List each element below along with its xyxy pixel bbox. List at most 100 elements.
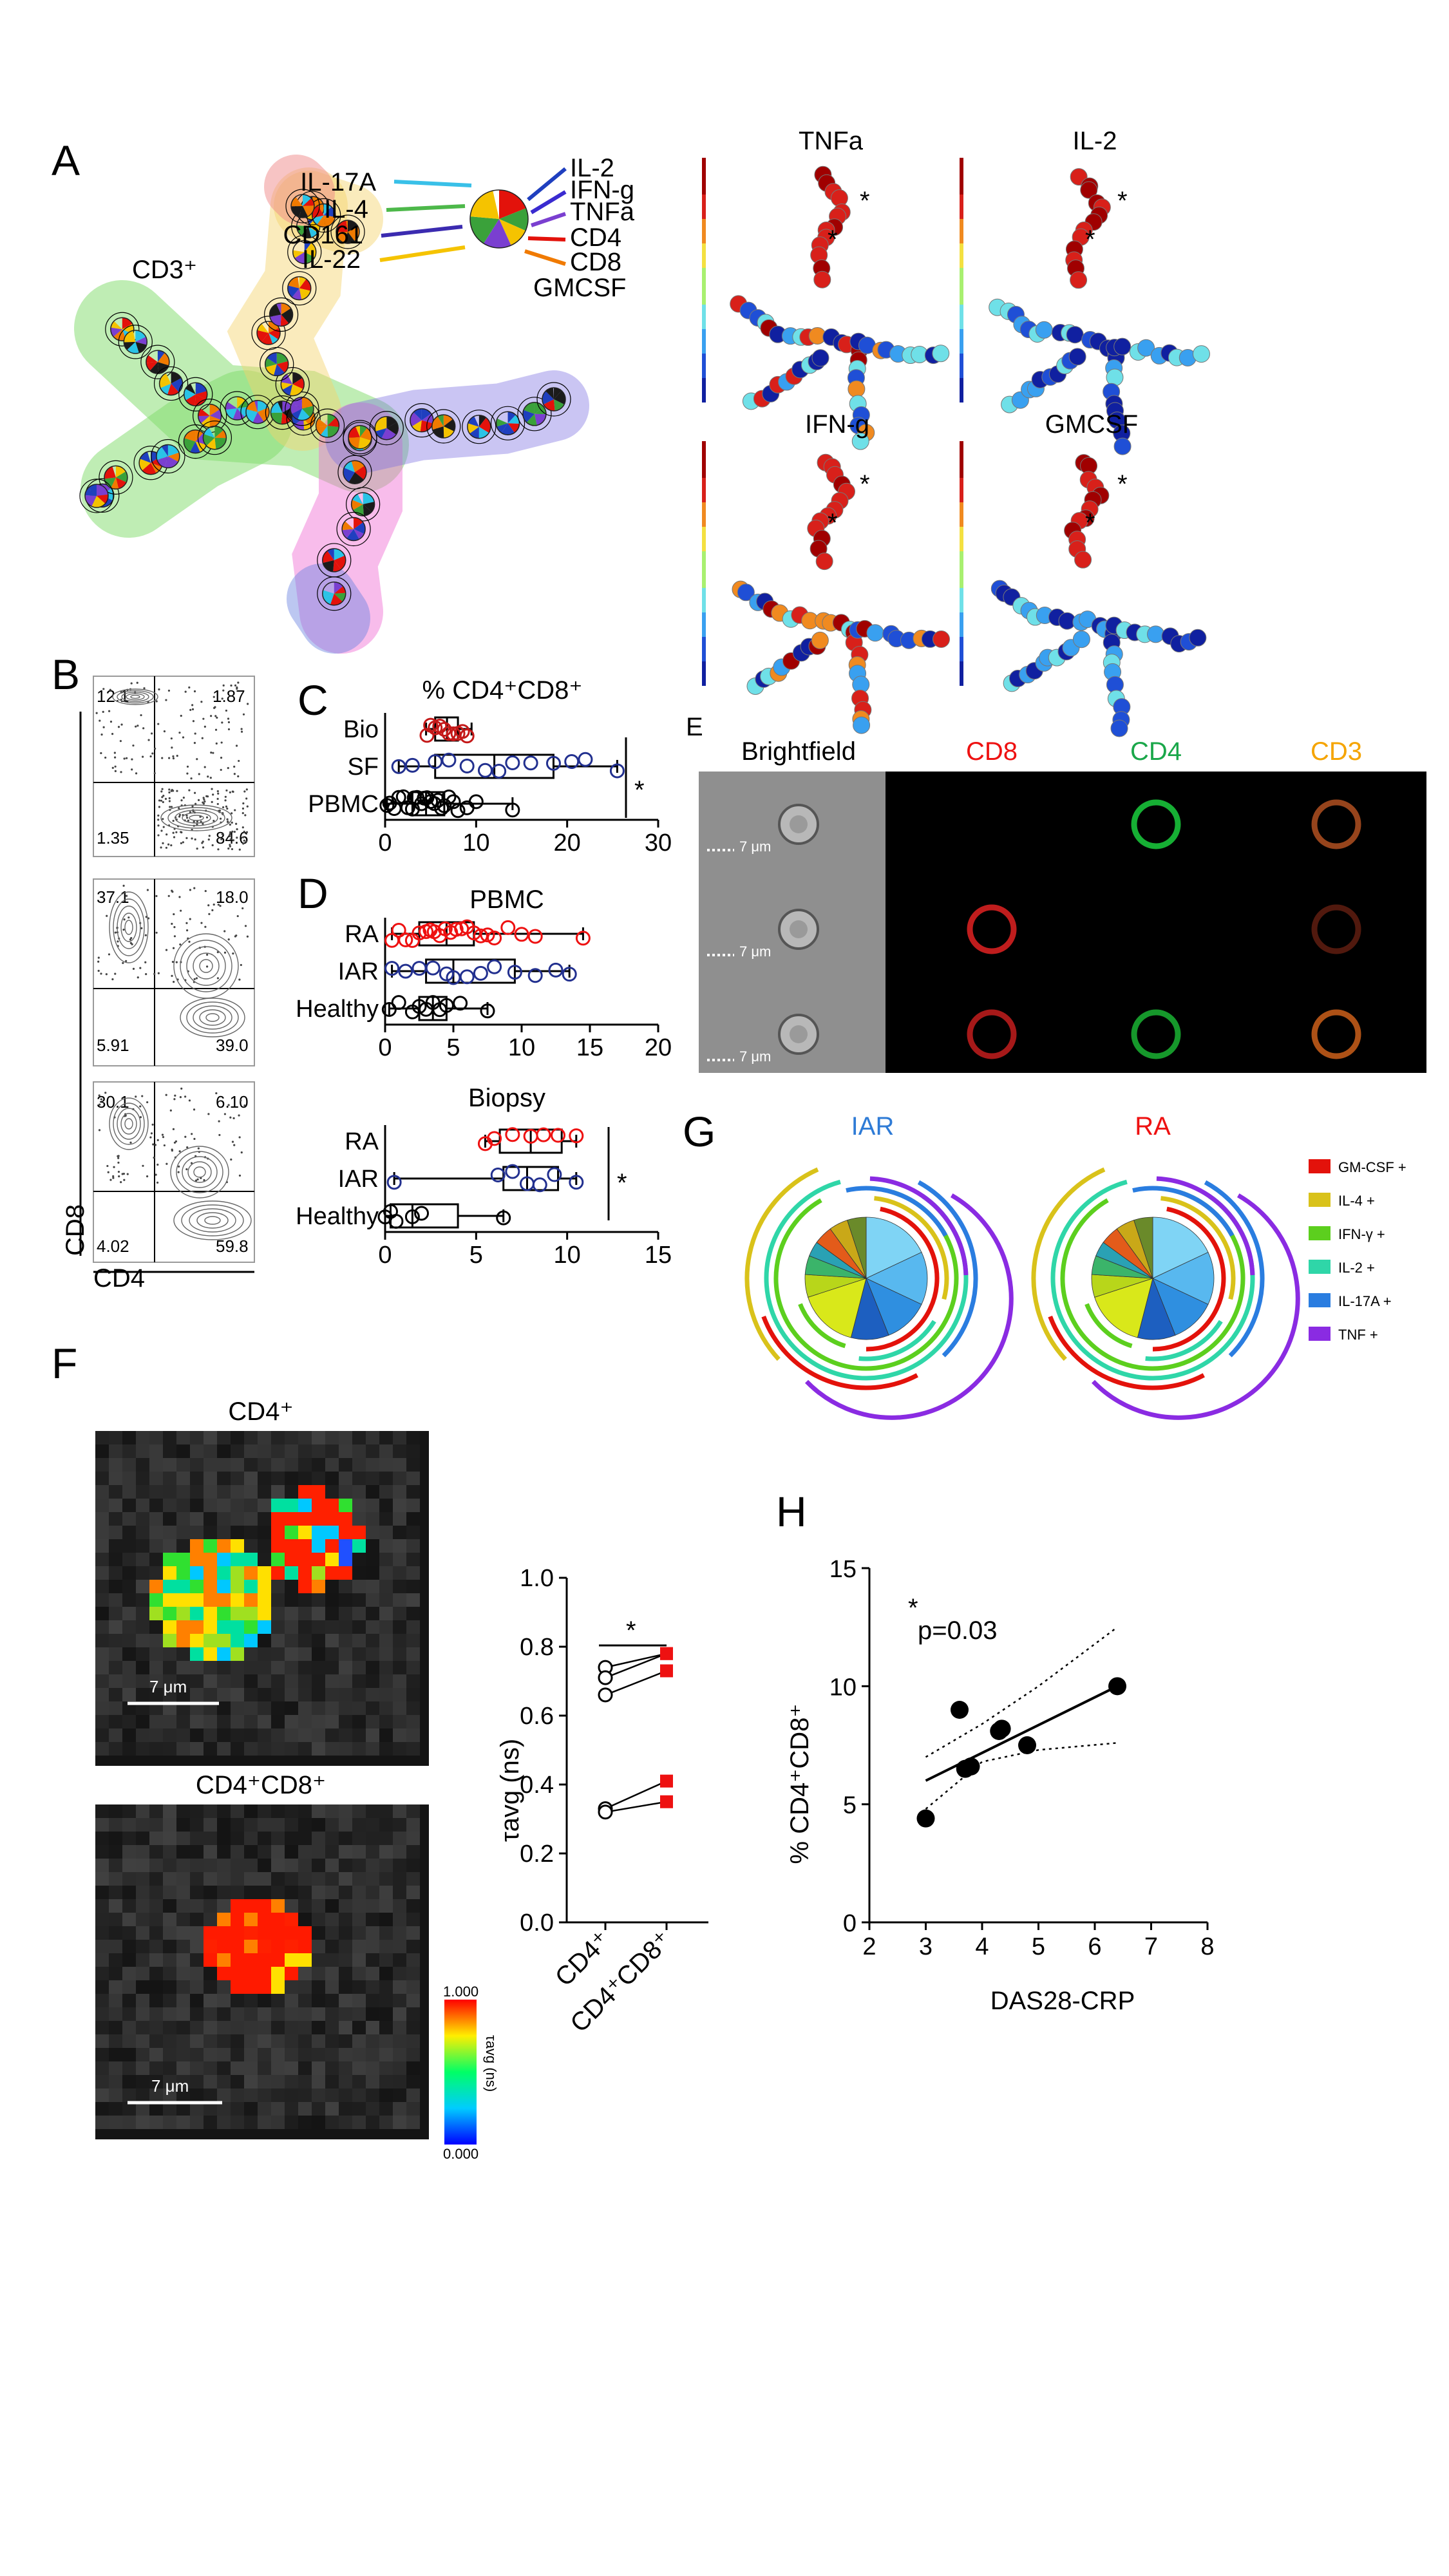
flim-pixel xyxy=(176,1715,190,1728)
pie-slice xyxy=(139,459,151,471)
flim-pixel xyxy=(136,1539,149,1553)
flim-pixel xyxy=(393,1899,406,1913)
pie-slice xyxy=(437,414,444,426)
flim-pixel xyxy=(136,2088,149,2102)
flim-pixel xyxy=(258,1688,271,1701)
flim-pixel xyxy=(285,1431,298,1444)
x-tick-label: 6 xyxy=(1088,1933,1101,1960)
flim-pixel xyxy=(312,1661,325,1674)
flim-pixel xyxy=(298,1872,312,1886)
flow-event xyxy=(219,817,222,820)
flim-pixel xyxy=(379,2102,393,2116)
flow-event xyxy=(141,1095,144,1097)
flim-pixel xyxy=(149,1832,163,1845)
data-point xyxy=(455,724,470,739)
flim-pixel xyxy=(366,1458,379,1472)
flim-pixel xyxy=(406,1539,420,1553)
flim-pixel xyxy=(190,1485,204,1499)
flim-pixel xyxy=(149,1472,163,1485)
flim-pixel xyxy=(204,1593,217,1607)
heat-colorbar-seg xyxy=(960,305,963,317)
flim-pixel xyxy=(244,1701,258,1715)
flow-q-ur: 18.0 xyxy=(216,887,249,907)
flim-pixel xyxy=(298,1886,312,1899)
flim-pixel xyxy=(204,1872,217,1886)
flim-pixel xyxy=(190,1872,204,1886)
legend-label: IL-2 + xyxy=(1338,1260,1375,1276)
heat-node xyxy=(1068,348,1086,366)
flim-pixel xyxy=(149,1980,163,1994)
pie-slice xyxy=(346,529,359,541)
pie-slice xyxy=(298,408,310,421)
pie-slice xyxy=(301,397,314,409)
heat-colorbar-seg xyxy=(702,158,706,170)
x-tick-label: 7 xyxy=(1144,1933,1158,1960)
flow-event xyxy=(114,931,117,934)
flim-pixel xyxy=(379,1499,393,1512)
flim-pixel xyxy=(163,1742,176,1756)
flim-pixel xyxy=(352,1661,366,1674)
pie-slice xyxy=(97,484,108,496)
flim-pixel xyxy=(271,1553,285,1566)
data-point xyxy=(609,763,625,779)
data-point xyxy=(536,1127,551,1142)
flim-pixel xyxy=(312,2102,325,2116)
flim-pixel xyxy=(95,1940,109,1953)
flim-pixel xyxy=(176,1431,190,1444)
flim-pixel xyxy=(244,1553,258,1566)
flim-pixel xyxy=(204,1832,217,1845)
flim-pixel xyxy=(122,1859,136,1872)
flim-pixel xyxy=(176,1967,190,1980)
flim-pixel xyxy=(190,1899,204,1913)
flow-event xyxy=(204,725,206,728)
flim-pixel xyxy=(231,1899,244,1913)
legend-swatch xyxy=(1309,1293,1331,1307)
pie-slice xyxy=(261,333,273,345)
flow-event xyxy=(130,682,133,685)
flow-event xyxy=(106,914,108,917)
heat-node xyxy=(1035,321,1053,339)
flim-pixel xyxy=(190,1472,204,1485)
flim-pixel xyxy=(95,1832,109,1845)
flow-contour xyxy=(109,891,149,963)
brightfield-nucleus xyxy=(790,815,808,833)
flim-pixel xyxy=(312,1431,325,1444)
flim-pixel xyxy=(285,1620,298,1634)
node-ring xyxy=(337,455,372,489)
node-ring xyxy=(285,189,320,223)
heat-node xyxy=(932,345,950,363)
flim-pixel xyxy=(231,1431,244,1444)
flim-pixel xyxy=(366,2034,379,2048)
pie-slice xyxy=(292,288,302,300)
flim-pixel xyxy=(217,1647,231,1661)
flow-event xyxy=(114,756,117,759)
pie-slice xyxy=(85,495,97,507)
colorbar-max: 1.000 xyxy=(443,1984,478,2000)
flow-event xyxy=(189,811,191,813)
flim-pixel xyxy=(122,1804,136,1818)
flim-pixel xyxy=(312,2088,325,2102)
flim-pixel xyxy=(312,1472,325,1485)
pie-slice xyxy=(159,380,171,388)
header-cd4: CD4 xyxy=(1130,737,1182,766)
pie-slice xyxy=(278,401,283,413)
flim-pixel xyxy=(298,1818,312,1832)
pie-slice xyxy=(304,249,316,258)
flim-pixel xyxy=(366,1688,379,1701)
data-point xyxy=(434,800,450,816)
flim-pixel xyxy=(325,1674,339,1688)
flim-pixel xyxy=(244,1580,258,1593)
flim-pixel xyxy=(136,1899,149,1913)
brightfield-nucleus xyxy=(790,1025,808,1043)
flim-pixel xyxy=(190,1444,204,1458)
flim-pixel xyxy=(258,2021,271,2034)
flim-pixel xyxy=(95,1994,109,2007)
flim-pixel xyxy=(217,1607,231,1620)
flim-pixel xyxy=(393,1845,406,1859)
flim-pixel xyxy=(217,2088,231,2102)
pie-slice xyxy=(135,337,147,345)
pie-slice xyxy=(355,425,361,437)
flim-pixel xyxy=(190,1715,204,1728)
flim-pixel xyxy=(285,1553,298,1566)
scale-label: 7 μm xyxy=(739,943,771,960)
